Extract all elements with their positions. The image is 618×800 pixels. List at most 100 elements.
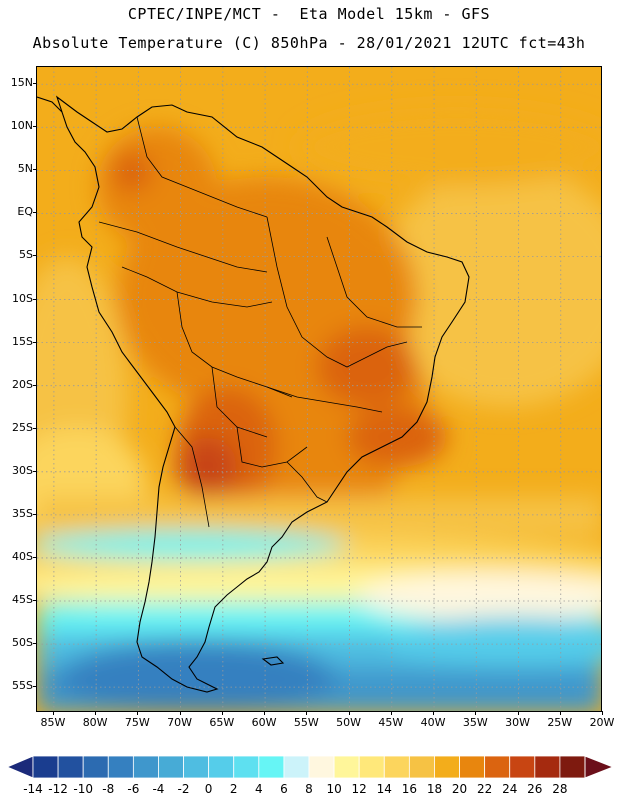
colorbar-cell: [534, 755, 561, 779]
longitude-tick-label: 30W: [505, 716, 530, 729]
latitude-tick: [33, 341, 37, 343]
longitude-tick-label: 25W: [547, 716, 573, 729]
colorbar-cell: [233, 755, 260, 779]
borders: [98, 116, 422, 528]
latitude-tick: [33, 212, 37, 214]
south-america-outline: [55, 95, 470, 693]
colorbar-tick-label: -10: [73, 782, 93, 796]
longitude-tick-label: 50W: [336, 716, 361, 729]
border-line: [266, 386, 383, 413]
latitude-tick-label: 10S: [12, 291, 33, 305]
longitude-tick: [433, 711, 435, 715]
longitude-tick: [95, 711, 97, 715]
latitude-tick: [33, 298, 37, 300]
longitude-tick-label: 20W: [589, 716, 615, 729]
latitude-tick: [33, 556, 37, 558]
latitude-tick-label: EQ: [17, 205, 33, 219]
colorbar-cell: [82, 755, 109, 779]
colorbar-tick-label: 16: [401, 782, 417, 796]
colorbar-cell: [258, 755, 285, 779]
latitude-tick: [33, 126, 37, 128]
latitude-tick-label: 20S: [12, 377, 33, 391]
colorbar-tick-label: 24: [502, 782, 518, 796]
longitude-tick-label: 75W: [124, 716, 150, 729]
colorbar-tick-label: -2: [177, 782, 190, 796]
colorbar-tick-label: 10: [326, 782, 342, 796]
chart-title-line-2: Absolute Temperature (C) 850hPa - 28/01/…: [32, 34, 586, 52]
colorbar-cell: [509, 755, 536, 779]
colorbar-tick-label: 18: [426, 782, 443, 796]
longitude-tick-label: 40W: [420, 716, 446, 729]
latitude-tick: [33, 427, 37, 429]
colorbar-cell: [358, 755, 385, 779]
colorbar-cell: [559, 755, 586, 779]
colorbar-cell: [434, 755, 460, 779]
colorbar-cell: [333, 755, 360, 779]
chart-title-line-1: CPTEC/INPE/MCT - Eta Model 15km - GFS: [127, 5, 491, 23]
colorbar-tick-label: -4: [152, 782, 165, 796]
longitude-tick: [517, 711, 519, 715]
colorbar-cell: [183, 755, 210, 779]
longitude-tick-label: 65W: [209, 716, 235, 729]
falklands-outline: [261, 656, 285, 666]
colorbar-tick-label: 6: [280, 782, 288, 796]
longitude-tick: [179, 711, 181, 715]
coastlines: [37, 95, 470, 693]
latitude-tick: [33, 384, 37, 386]
latitude-tick-label: 5S: [19, 248, 33, 262]
latitude-tick-label: 35S: [12, 506, 33, 520]
latitude-tick: [33, 643, 37, 645]
colorbar-low-arrow: [5, 755, 34, 779]
temperature-field: [37, 107, 601, 711]
colorbar-cell: [57, 755, 84, 779]
longitude-tick-label: 35W: [462, 716, 488, 729]
latitude-tick: [33, 686, 37, 688]
longitude-tick-label: 45W: [378, 716, 404, 729]
latitude-tick-label: 30S: [12, 463, 33, 477]
colorbar-cell: [32, 755, 59, 779]
longitude-tick: [559, 711, 561, 715]
longitude-tick: [348, 711, 350, 715]
latitude-tick: [33, 255, 37, 257]
latitude-tick: [33, 169, 37, 171]
longitude-tick: [475, 711, 477, 715]
colorbar-cell: [283, 755, 310, 779]
colorbar-cell: [308, 755, 335, 779]
colorbar-cell: [459, 755, 486, 779]
latitude-tick-label: 15S: [12, 334, 33, 348]
colorbar-tick-label: 14: [376, 782, 392, 796]
colorbar: [5, 755, 615, 779]
colorbar-tick-label: 0: [204, 782, 213, 796]
colorbar-high-arrow: [584, 755, 615, 779]
colorbar-cell: [132, 755, 159, 779]
latitude-tick-label: 40S: [12, 549, 33, 563]
colorbar-tick-label: 8: [305, 782, 313, 796]
border-line: [211, 366, 268, 438]
colorbar-tick-label: -8: [102, 782, 115, 796]
latitude-tick-label: 45S: [12, 593, 33, 607]
latitude-tick: [33, 513, 37, 515]
longitude-tick: [602, 711, 603, 715]
latitude-tick-label: 50S: [12, 636, 33, 650]
colorbar-tick-label: 28: [552, 782, 568, 796]
longitude-tick-label: 70W: [167, 716, 193, 729]
longitude-tick: [221, 711, 223, 715]
border-line: [136, 116, 268, 218]
latitude-tick: [33, 470, 37, 472]
border-line: [174, 426, 210, 528]
longitude-tick: [390, 711, 392, 715]
colorbar-tick-label: -12: [48, 782, 68, 796]
border-line: [286, 461, 328, 503]
longitude-tick: [137, 711, 139, 715]
colorbar-cell: [484, 755, 511, 779]
latitude-tick-label: 10N: [10, 119, 33, 133]
colorbar-tick-label: -14: [23, 782, 43, 796]
latitude-tick: [33, 600, 37, 602]
longitude-tick-label: 60W: [251, 716, 277, 729]
temperature-map-svg: [37, 67, 601, 711]
latitude-tick-label: 55S: [12, 679, 33, 693]
border-line: [266, 216, 408, 368]
longitude-tick-label: 85W: [40, 716, 66, 729]
longitude-tick-label: 55W: [293, 716, 319, 729]
latitude-tick-label: 25S: [12, 420, 33, 434]
